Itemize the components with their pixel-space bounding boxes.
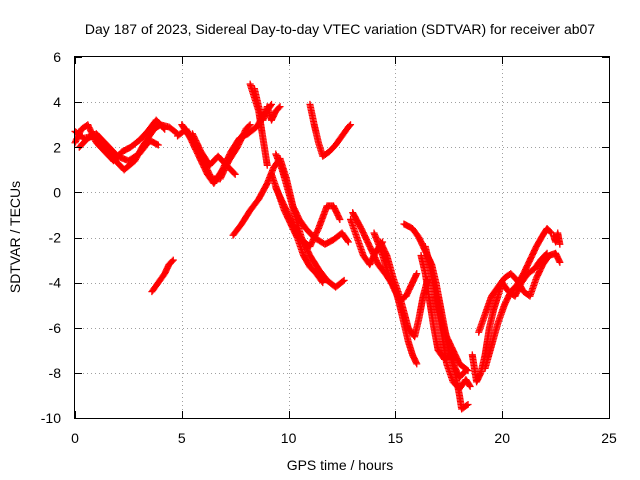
x-tick-label: 25 bbox=[601, 430, 617, 446]
data-point bbox=[344, 238, 352, 246]
y-tick-label: 0 bbox=[53, 184, 61, 200]
x-tick-label: 15 bbox=[388, 430, 404, 446]
chart-title: Day 187 of 2023, Sidereal Day-to-day VTE… bbox=[85, 21, 595, 37]
x-tick-label: 0 bbox=[71, 430, 79, 446]
data-point bbox=[465, 381, 473, 389]
data-point bbox=[556, 240, 564, 248]
data-points bbox=[71, 80, 564, 413]
y-tick-label: 4 bbox=[53, 94, 61, 110]
axis-ticks bbox=[75, 57, 610, 419]
data-point bbox=[275, 104, 283, 112]
data-point bbox=[347, 121, 355, 129]
data-point bbox=[464, 400, 472, 408]
x-axis-title: GPS time / hours bbox=[287, 457, 394, 473]
data-point bbox=[318, 277, 326, 285]
data-point bbox=[246, 121, 254, 129]
data-point bbox=[413, 270, 421, 278]
y-tick-label: -8 bbox=[49, 365, 62, 381]
data-point bbox=[245, 122, 253, 130]
plot-frame bbox=[74, 56, 610, 419]
y-tick-label: 2 bbox=[53, 139, 61, 155]
x-tick-label: 5 bbox=[178, 430, 186, 446]
y-tick-label: -2 bbox=[49, 230, 62, 246]
data-point bbox=[336, 215, 344, 223]
data-point bbox=[263, 161, 271, 169]
data-point bbox=[463, 401, 471, 409]
y-tick-label: -4 bbox=[49, 275, 62, 291]
data-point bbox=[231, 170, 239, 178]
x-tick-label: 20 bbox=[494, 430, 510, 446]
data-point bbox=[169, 256, 177, 264]
data-point bbox=[276, 103, 284, 111]
data-point bbox=[466, 382, 474, 390]
y-tick-label: -6 bbox=[49, 320, 62, 336]
data-point bbox=[268, 100, 276, 108]
y-tick-label: 6 bbox=[53, 49, 61, 65]
y-tick-label: -10 bbox=[41, 410, 61, 426]
data-point bbox=[340, 276, 348, 284]
data-point bbox=[546, 228, 554, 236]
data-point bbox=[230, 169, 238, 177]
data-point bbox=[413, 360, 421, 368]
data-point bbox=[161, 125, 169, 133]
x-tick-label: 10 bbox=[281, 430, 297, 446]
data-point bbox=[345, 122, 353, 130]
data-point bbox=[343, 237, 351, 245]
data-point bbox=[154, 141, 162, 149]
data-point bbox=[319, 279, 327, 287]
data-point bbox=[339, 277, 347, 285]
data-point bbox=[463, 366, 471, 374]
data-point bbox=[464, 367, 472, 375]
y-axis-title: SDTVAR / TECUs bbox=[7, 181, 23, 293]
data-point bbox=[556, 258, 564, 266]
data-point bbox=[160, 124, 168, 132]
y-tick-labels: -10 -8 -6 -4 -2 0 2 4 6 bbox=[41, 49, 61, 426]
x-tick-labels: 0 5 10 15 20 25 bbox=[71, 430, 617, 446]
data-point bbox=[168, 257, 176, 265]
